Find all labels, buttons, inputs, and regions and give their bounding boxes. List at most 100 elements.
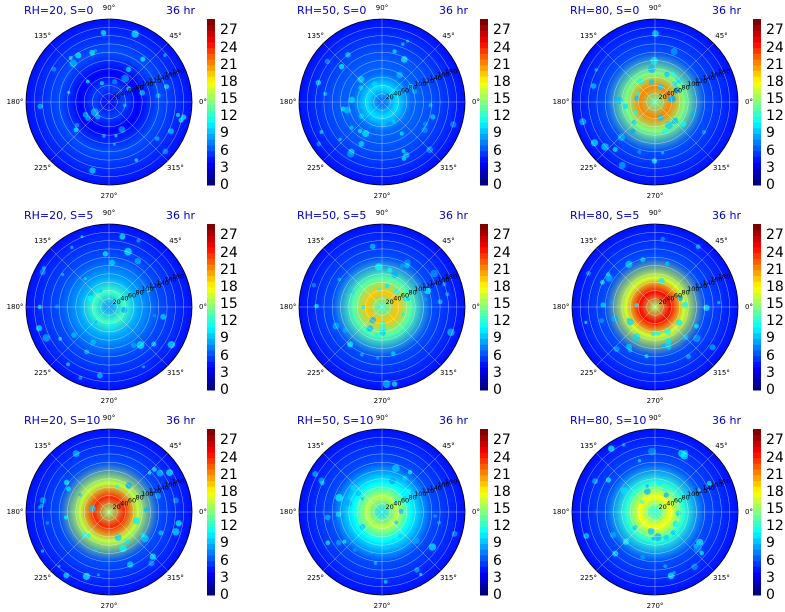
angle-label: 315° [440, 574, 457, 583]
colorbar-segment [207, 156, 215, 163]
field-speckle [391, 271, 399, 278]
angle-label: 225° [34, 369, 51, 378]
panel-title: RH=80, S=0 [570, 4, 640, 17]
colorbar-tick-label: 12 [220, 518, 238, 535]
field-speckle [389, 477, 396, 485]
field-speckle [693, 323, 699, 329]
colorbar-tick-label: 21 [766, 261, 784, 278]
field-speckle [647, 527, 655, 535]
colorbar-tick-label: 21 [493, 466, 511, 483]
colorbar-segment [753, 309, 761, 317]
field-speckle [632, 525, 638, 531]
angle-label: 225° [307, 164, 324, 173]
colorbar-segment [753, 514, 761, 522]
field-speckle [634, 303, 639, 308]
colorbar-segment [207, 583, 215, 590]
colorbar-tick-label: 21 [493, 261, 511, 278]
colorbar-segment [753, 537, 761, 544]
colorbar-tick-label: 3 [766, 159, 775, 176]
field-speckle [37, 103, 43, 110]
field-speckle [665, 121, 674, 130]
field-speckle [590, 139, 598, 147]
angle-label: 90° [102, 4, 116, 12]
angle-label: 90° [102, 209, 116, 217]
field-speckle [599, 318, 605, 324]
field-speckle [691, 563, 698, 570]
field-speckle [401, 149, 406, 153]
colorbar-segment [480, 503, 488, 510]
radial-tick-label: 60 [401, 496, 409, 504]
angle-label: 180° [552, 98, 570, 106]
colorbar-segment [480, 491, 488, 499]
colorbar-segment [480, 367, 488, 374]
field-speckle [140, 532, 146, 538]
radial-tick-label: 160 [710, 71, 722, 79]
field-speckle [626, 343, 632, 350]
field-speckle [369, 316, 377, 324]
colorbar-segment [207, 327, 215, 334]
colorbar-segment [480, 332, 488, 339]
field-speckle [664, 71, 670, 78]
angle-label: 0° [199, 98, 207, 106]
field-speckle [401, 42, 405, 46]
field-speckle [41, 266, 46, 271]
field-speckle [114, 134, 118, 138]
radial-tick-label: 100 [687, 80, 699, 88]
field-speckle [657, 480, 663, 486]
colorbar-segment [207, 361, 215, 368]
angle-label: 180° [279, 508, 297, 516]
colorbar-tick-label: 9 [220, 535, 229, 552]
field-speckle [311, 282, 317, 288]
field-speckle [658, 277, 665, 285]
field-speckle [355, 490, 362, 497]
angle-label: 135° [307, 441, 324, 450]
colorbar-segment [753, 298, 761, 305]
radial-tick-label: 80 [136, 493, 144, 501]
field-speckle [61, 272, 65, 277]
field-speckle [620, 486, 628, 495]
colorbar-segment [207, 309, 215, 317]
field-speckle [360, 352, 364, 357]
colorbar-tick-label: 12 [766, 518, 784, 535]
field-speckle [337, 277, 342, 282]
field-speckle [648, 79, 655, 85]
field-speckle [399, 263, 405, 269]
radial-tick-label: 80 [682, 493, 690, 501]
colorbar-tick-label: 27 [493, 22, 511, 39]
colorbar-segment [207, 252, 215, 259]
colorbar-segment [207, 47, 215, 54]
angle-label: 225° [580, 574, 597, 583]
colorbar-segment [480, 446, 488, 453]
radial-tick-label: 80 [136, 83, 144, 91]
field-speckle [622, 103, 629, 110]
radial-tick-label: 140 [429, 484, 441, 492]
field-speckle [124, 539, 130, 545]
grid-spoke [654, 306, 714, 366]
colorbar-segment [753, 474, 761, 482]
angle-label: 135° [307, 31, 324, 40]
radial-tick-label: 40 [393, 90, 401, 98]
panel-title: RH=50, S=10 [297, 414, 374, 427]
radial-tick-label: 100 [414, 80, 426, 88]
radial-tick-label: 120 [695, 282, 707, 290]
field-speckle [96, 573, 100, 577]
colorbar-segment [480, 156, 488, 163]
colorbar-segment [480, 150, 488, 157]
field-speckle [122, 103, 127, 108]
field-speckle [430, 114, 436, 120]
field-speckle [312, 471, 319, 477]
colorbar-segment [480, 116, 488, 123]
angle-label: 135° [34, 441, 51, 450]
colorbar-segment [753, 543, 761, 550]
colorbar-segment [480, 24, 488, 31]
panel-time-label: 36 hr [166, 4, 195, 17]
field-speckle [670, 48, 678, 56]
grid-spoke [596, 306, 656, 366]
colorbar-segment [207, 537, 215, 544]
field-speckle [663, 492, 669, 498]
colorbar-segment [480, 469, 488, 476]
colorbar [207, 19, 215, 186]
angle-label: 45° [169, 236, 182, 245]
